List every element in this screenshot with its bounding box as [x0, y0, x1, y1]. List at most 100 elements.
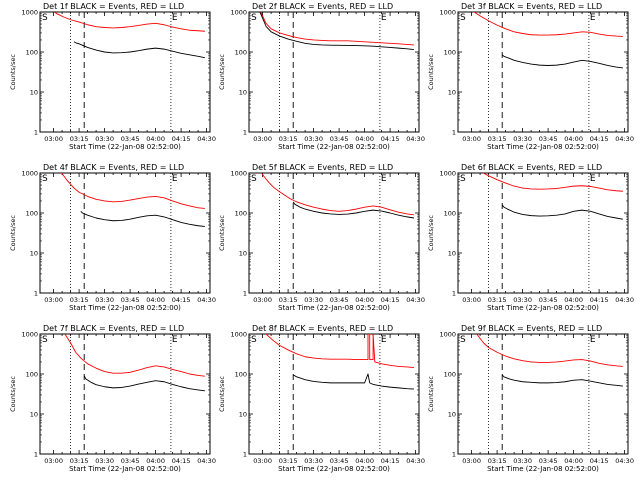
panel-title: Det 2f BLACK = Events, RED = LLD [252, 2, 393, 11]
x-tick-label: 03:15 [70, 296, 89, 304]
start-marker: S [251, 335, 257, 345]
y-tick-label: 1000 [21, 331, 38, 339]
events-rate-line [73, 41, 205, 59]
x-axis-label: Start Time (22-Jan-08 02:52:00) [69, 143, 181, 151]
x-tick-label: 03:30 [304, 135, 323, 143]
detector-panel: Det 6f BLACK = Events, RED = LLD 03:00 03:… [427, 163, 634, 312]
y-tick-label: 100 [26, 49, 38, 57]
x-tick-label: 03:45 [121, 457, 140, 465]
lld-rate-line [473, 12, 623, 37]
x-axis-label: Start Time (22-Jan-08 02:52:00) [278, 465, 390, 473]
y-tick-label: 1000 [230, 331, 247, 339]
x-tick-label: 04:30 [197, 135, 216, 143]
end-marker: E [590, 174, 596, 184]
plot-frame [248, 11, 420, 133]
lld-rate-line [260, 173, 414, 216]
events-rate-line [501, 374, 623, 387]
x-tick-label: 03:45 [330, 296, 349, 304]
lld-rate-line [61, 173, 205, 209]
x-tick-label: 04:15 [381, 135, 400, 143]
x-tick-label: 03:30 [95, 296, 114, 304]
x-tick-label: 03:00 [253, 135, 272, 143]
y-axis-label: Counts/sec [9, 215, 17, 251]
panel-title: Det 7f BLACK = Events, RED = LLD [43, 324, 184, 333]
start-marker: S [460, 174, 466, 184]
x-tick-label: 04:30 [615, 296, 634, 304]
x-axis-label: Start Time (22-Jan-08 02:52:00) [69, 465, 181, 473]
x-tick-label: 03:30 [513, 457, 532, 465]
x-tick-label: 04:15 [172, 457, 191, 465]
detector-panel: Det 5f BLACK = Events, RED = LLD 03:00 03:… [218, 163, 425, 312]
x-tick-label: 03:15 [70, 135, 89, 143]
x-tick-label: 04:15 [590, 135, 609, 143]
end-marker: E [172, 335, 178, 345]
plot-frame [457, 333, 629, 455]
x-tick-label: 03:30 [304, 457, 323, 465]
x-tick-label: 04:30 [615, 135, 634, 143]
y-tick-label: 100 [235, 210, 247, 218]
panel-title: Det 4f BLACK = Events, RED = LLD [43, 163, 184, 172]
lld-rate-line [260, 12, 414, 46]
plot-frame [457, 11, 629, 133]
x-tick-label: 04:00 [146, 457, 165, 465]
x-tick-label: 03:45 [539, 135, 558, 143]
x-tick-label: 03:15 [488, 457, 507, 465]
x-tick-label: 03:45 [539, 296, 558, 304]
detector-panel: Det 1f BLACK = Events, RED = LLD 03:00 03:… [9, 2, 216, 151]
x-axis-label: Start Time (22-Jan-08 02:52:00) [278, 304, 390, 312]
x-tick-label: 03:15 [279, 135, 298, 143]
x-tick-label: 03:00 [462, 296, 481, 304]
x-tick-label: 04:15 [381, 296, 400, 304]
x-tick-label: 03:45 [121, 296, 140, 304]
y-axis-label: Counts/sec [427, 215, 435, 251]
x-tick-label: 04:00 [355, 296, 374, 304]
end-marker: E [590, 13, 596, 23]
x-tick-label: 04:00 [146, 135, 165, 143]
y-tick-label: 10 [30, 411, 38, 419]
start-marker: S [460, 335, 466, 345]
y-tick-label: 1000 [439, 331, 456, 339]
x-tick-label: 04:00 [564, 135, 583, 143]
x-tick-label: 03:00 [44, 135, 63, 143]
x-axis-label: Start Time (22-Jan-08 02:52:00) [278, 143, 390, 151]
y-tick-label: 1000 [439, 170, 456, 178]
x-tick-label: 03:00 [462, 135, 481, 143]
lld-rate-line [265, 334, 414, 368]
lld-rate-line [476, 334, 623, 367]
x-tick-label: 03:00 [462, 457, 481, 465]
y-tick-label: 10 [30, 89, 38, 97]
detector-panel: Det 7f BLACK = Events, RED = LLD 03:00 03:… [9, 324, 216, 473]
y-tick-label: 1 [452, 451, 456, 459]
plot-frame [39, 172, 211, 294]
plot-frame [248, 333, 420, 455]
end-marker: E [172, 174, 178, 184]
x-tick-label: 03:30 [513, 135, 532, 143]
end-marker: E [381, 174, 387, 184]
y-tick-label: 100 [26, 210, 38, 218]
detector-panel: Det 9f BLACK = Events, RED = LLD 03:00 03:… [427, 324, 634, 473]
lld-rate-line [482, 173, 623, 192]
x-axis-label: Start Time (22-Jan-08 02:52:00) [487, 143, 599, 151]
x-tick-label: 03:00 [253, 296, 272, 304]
detector-panel: Det 2f BLACK = Events, RED = LLD 03:00 03:… [218, 2, 425, 151]
plot-frame [39, 11, 211, 133]
x-tick-label: 04:15 [381, 457, 400, 465]
y-tick-label: 1 [243, 129, 247, 137]
detector-panel: Det 4f BLACK = Events, RED = LLD 03:00 03:… [9, 163, 216, 312]
y-axis-label: Counts/sec [218, 54, 226, 90]
y-tick-label: 1000 [439, 9, 456, 17]
x-tick-label: 03:45 [330, 457, 349, 465]
x-tick-label: 03:30 [95, 457, 114, 465]
y-tick-label: 10 [448, 250, 456, 258]
y-tick-label: 1 [34, 290, 38, 298]
y-tick-label: 100 [235, 49, 247, 57]
x-axis-label: Start Time (22-Jan-08 02:52:00) [487, 304, 599, 312]
panel-title: Det 1f BLACK = Events, RED = LLD [43, 2, 184, 11]
plot-frame [39, 333, 211, 455]
plot-frame [248, 172, 420, 294]
end-marker: E [172, 13, 178, 23]
y-axis-label: Counts/sec [218, 215, 226, 251]
y-tick-label: 1000 [230, 9, 247, 17]
y-tick-label: 100 [444, 49, 456, 57]
start-marker: S [460, 13, 466, 23]
